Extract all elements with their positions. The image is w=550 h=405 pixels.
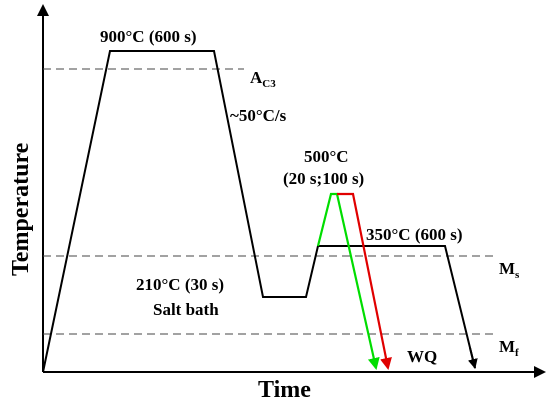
- partition-short-temp-label: 500°C: [304, 147, 349, 166]
- partition-100s-path: [337, 192, 392, 370]
- quench-medium-label: Salt bath: [153, 300, 219, 319]
- quench-temp-label: 210°C (30 s): [136, 275, 224, 294]
- y-axis-title: Temperature: [8, 142, 34, 276]
- main-heat-path: [42, 50, 476, 373]
- partition-long-label: 350°C (600 s): [366, 225, 463, 244]
- partition-short-times-label: (20 s;100 s): [283, 169, 364, 188]
- mf-sub: f: [515, 347, 519, 359]
- mf-label: Mf: [499, 337, 519, 359]
- main-path-arrowhead: [467, 347, 478, 369]
- ac3-sub: C3: [262, 78, 276, 90]
- mf-main: M: [499, 337, 515, 356]
- x-axis-title: Time: [258, 377, 311, 403]
- ms-main: M: [499, 259, 515, 278]
- ms-sub: s: [515, 269, 520, 281]
- ms-label: Ms: [499, 259, 520, 281]
- wq-label: WQ: [407, 347, 437, 366]
- austenitize-label: 900°C (600 s): [100, 27, 197, 46]
- partition-20s-path: [316, 192, 380, 370]
- cooling-rate-label: ~50°C/s: [230, 106, 287, 125]
- ac3-main: A: [250, 68, 263, 87]
- ac3-label: AC3: [250, 68, 276, 90]
